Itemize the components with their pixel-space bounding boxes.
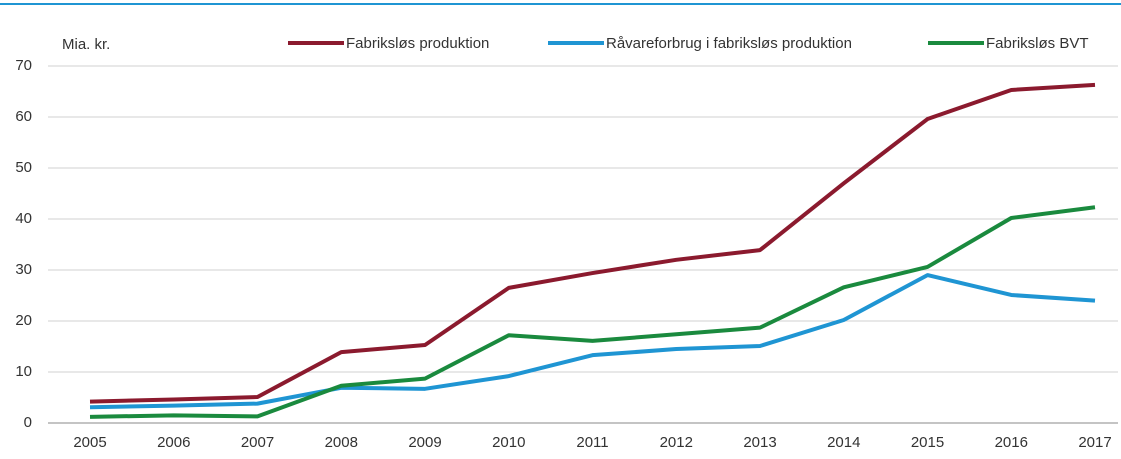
x-tick-label: 2017	[1078, 434, 1111, 451]
x-tick-label: 2012	[660, 434, 693, 451]
y-tick-label: 50	[15, 159, 32, 176]
y-tick-label: 40	[15, 210, 32, 227]
series-line	[89, 82, 1096, 404]
legend-label: Fabriksløs produktion	[346, 35, 489, 52]
x-tick-label: 2015	[911, 434, 944, 451]
x-tick-label: 2014	[827, 434, 860, 451]
y-tick-label: 30	[15, 261, 32, 278]
x-tick-label: 2010	[492, 434, 525, 451]
legend-label: Fabriksløs BVT	[986, 35, 1089, 52]
x-tick-label: 2016	[995, 434, 1028, 451]
y-tick-label: 10	[15, 363, 32, 380]
series-line	[89, 273, 1096, 410]
x-tick-label: 2007	[241, 434, 274, 451]
x-tick-label: 2009	[408, 434, 441, 451]
y-tick-label: 20	[15, 312, 32, 329]
y-tick-label: 0	[24, 414, 32, 431]
x-tick-label: 2005	[73, 434, 106, 451]
y-tick-label: 70	[15, 57, 32, 74]
x-tick-label: 2006	[157, 434, 190, 451]
y-axis-label: Mia. kr.	[62, 36, 110, 53]
x-tick-label: 2011	[576, 434, 608, 451]
series-line	[89, 205, 1096, 419]
legend-label: Råvareforbrug i fabriksløs produktion	[606, 35, 852, 52]
x-tick-label: 2013	[743, 434, 776, 451]
y-tick-label: 60	[15, 108, 32, 125]
x-tick-label: 2008	[325, 434, 358, 451]
